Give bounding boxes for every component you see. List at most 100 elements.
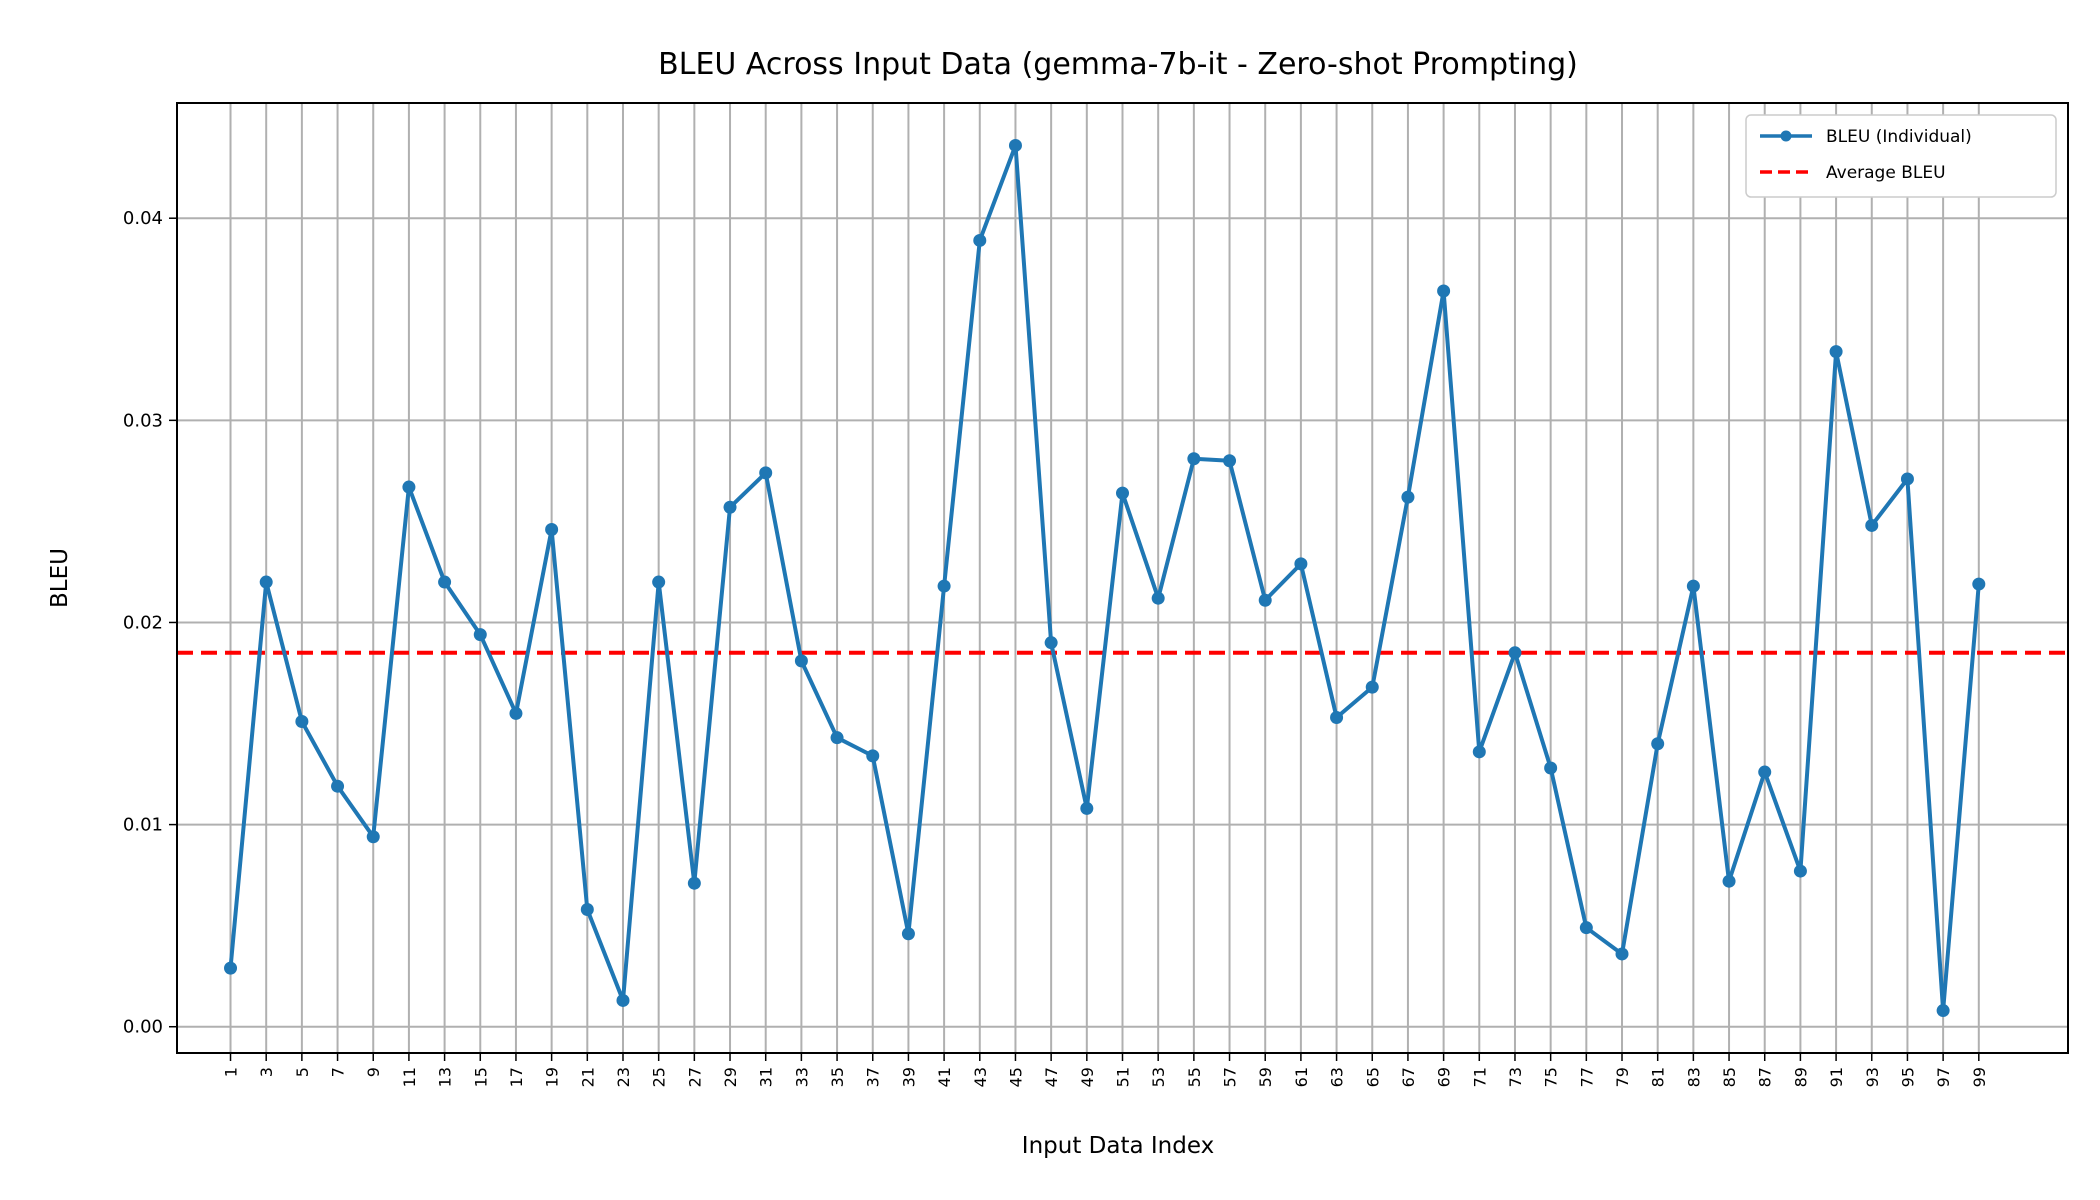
x-tick-label: 23	[614, 1067, 633, 1087]
bleu-point	[973, 233, 987, 247]
x-tick-label: 27	[685, 1067, 704, 1087]
bleu-point	[1865, 518, 1879, 532]
bleu-point	[331, 779, 345, 793]
x-tick-label: 3	[257, 1067, 276, 1077]
bleu-point	[830, 731, 844, 745]
bleu-point	[723, 500, 737, 514]
bleu-point	[1579, 921, 1593, 935]
bleu-point	[509, 706, 523, 720]
bleu-point	[1401, 490, 1415, 504]
y-tick-label: 0.03	[123, 410, 163, 431]
x-tick-label: 71	[1470, 1067, 1489, 1087]
bleu-point	[1686, 579, 1700, 593]
x-tick-label: 81	[1649, 1067, 1668, 1087]
legend-marker-individual	[1780, 130, 1792, 142]
bleu-point	[473, 628, 487, 642]
x-tick-label: 53	[1149, 1067, 1168, 1087]
x-tick-label: 79	[1613, 1067, 1632, 1087]
x-tick-label: 49	[1078, 1067, 1097, 1087]
y-axis-ticks: 0.00 0.01 0.02 0.03 0.04	[123, 208, 177, 1038]
x-tick-label: 59	[1256, 1067, 1275, 1087]
bleu-point	[1116, 486, 1129, 500]
bleu-point	[652, 575, 666, 589]
bleu-point	[1187, 452, 1201, 466]
y-tick-label: 0.02	[123, 612, 163, 633]
legend: BLEU (Individual) Average BLEU	[1745, 114, 2057, 198]
bleu-point	[616, 993, 630, 1007]
x-tick-label: 97	[1934, 1067, 1953, 1087]
x-tick-label: 21	[578, 1067, 597, 1087]
bleu-point	[1508, 646, 1522, 660]
x-tick-label: 29	[721, 1067, 740, 1087]
bleu-point	[545, 522, 559, 536]
legend-label-individual: BLEU (Individual)	[1826, 127, 1972, 147]
x-tick-label: 31	[757, 1067, 776, 1087]
bleu-point	[1044, 636, 1058, 650]
bleu-point	[1758, 765, 1772, 779]
legend-box	[1745, 114, 2057, 198]
x-tick-label: 67	[1399, 1067, 1418, 1087]
x-tick-label: 45	[1006, 1067, 1025, 1087]
x-tick-label: 89	[1791, 1067, 1810, 1087]
x-tick-label: 61	[1292, 1067, 1311, 1087]
x-tick-label: 11	[400, 1067, 419, 1087]
bleu-point	[1936, 1004, 1950, 1018]
bleu-point	[1829, 345, 1843, 359]
x-tick-label: 83	[1684, 1067, 1703, 1087]
x-tick-label: 55	[1185, 1067, 1204, 1087]
x-tick-label: 37	[864, 1067, 883, 1087]
x-tick-label: 35	[828, 1067, 847, 1087]
x-tick-label: 7	[329, 1067, 348, 1077]
x-axis-label: Input Data Index	[1022, 1133, 1214, 1159]
x-tick-label: 77	[1577, 1067, 1596, 1087]
x-tick-label: 65	[1363, 1067, 1382, 1087]
y-tick-label: 0.04	[123, 208, 163, 229]
bleu-point	[580, 902, 594, 916]
bleu-point	[224, 961, 238, 975]
bleu-point	[1544, 761, 1558, 775]
bleu-point	[259, 575, 273, 589]
bleu-point	[937, 579, 951, 593]
x-tick-label: 1	[222, 1067, 241, 1077]
x-tick-label: 95	[1898, 1067, 1917, 1087]
x-tick-label: 9	[364, 1067, 383, 1077]
bleu-point	[438, 575, 452, 589]
bleu-point	[1437, 284, 1451, 298]
x-tick-label: 13	[436, 1067, 455, 1087]
bleu-point	[1793, 864, 1807, 878]
y-tick-label: 0.00	[123, 1017, 163, 1038]
x-tick-label: 39	[899, 1067, 918, 1087]
bleu-point	[1365, 680, 1379, 694]
x-tick-label: 41	[935, 1067, 954, 1087]
bleu-point	[1258, 593, 1272, 607]
legend-label-average: Average BLEU	[1826, 163, 1946, 183]
x-tick-label: 93	[1863, 1067, 1882, 1087]
bleu-point	[1472, 745, 1486, 759]
bleu-point	[1223, 454, 1237, 468]
x-tick-label: 15	[471, 1067, 490, 1087]
x-tick-label: 57	[1221, 1067, 1240, 1087]
y-tick-label: 0.01	[123, 815, 163, 836]
bleu-point	[1080, 801, 1094, 815]
bleu-point	[687, 876, 701, 890]
series-group	[224, 138, 1986, 1018]
bleu-point	[759, 466, 773, 480]
bleu-point	[1151, 591, 1165, 605]
bleu-point	[1900, 472, 1914, 486]
x-tick-label: 63	[1328, 1067, 1347, 1087]
x-tick-label: 69	[1435, 1067, 1454, 1087]
x-tick-label: 87	[1756, 1067, 1775, 1087]
x-tick-label: 19	[543, 1067, 562, 1087]
bleu-point	[901, 927, 915, 941]
x-tick-label: 33	[792, 1067, 811, 1087]
x-tick-label: 99	[1970, 1067, 1989, 1087]
bleu-point	[1651, 737, 1665, 751]
x-tick-label: 43	[971, 1067, 990, 1087]
bleu-point	[866, 749, 880, 763]
chart-title: BLEU Across Input Data (gemma-7b-it - Ze…	[658, 47, 1578, 82]
bleu-point	[1972, 577, 1986, 591]
x-axis-ticks: 1 3 5 7 9 11 13 15 17 19 21 23 25 27 29 31 33 35 37 39 41 43 4…	[222, 1053, 1989, 1087]
x-tick-label: 47	[1042, 1067, 1061, 1087]
bleu-individual-line	[228, 143, 1981, 1013]
bleu-point	[1294, 557, 1308, 571]
